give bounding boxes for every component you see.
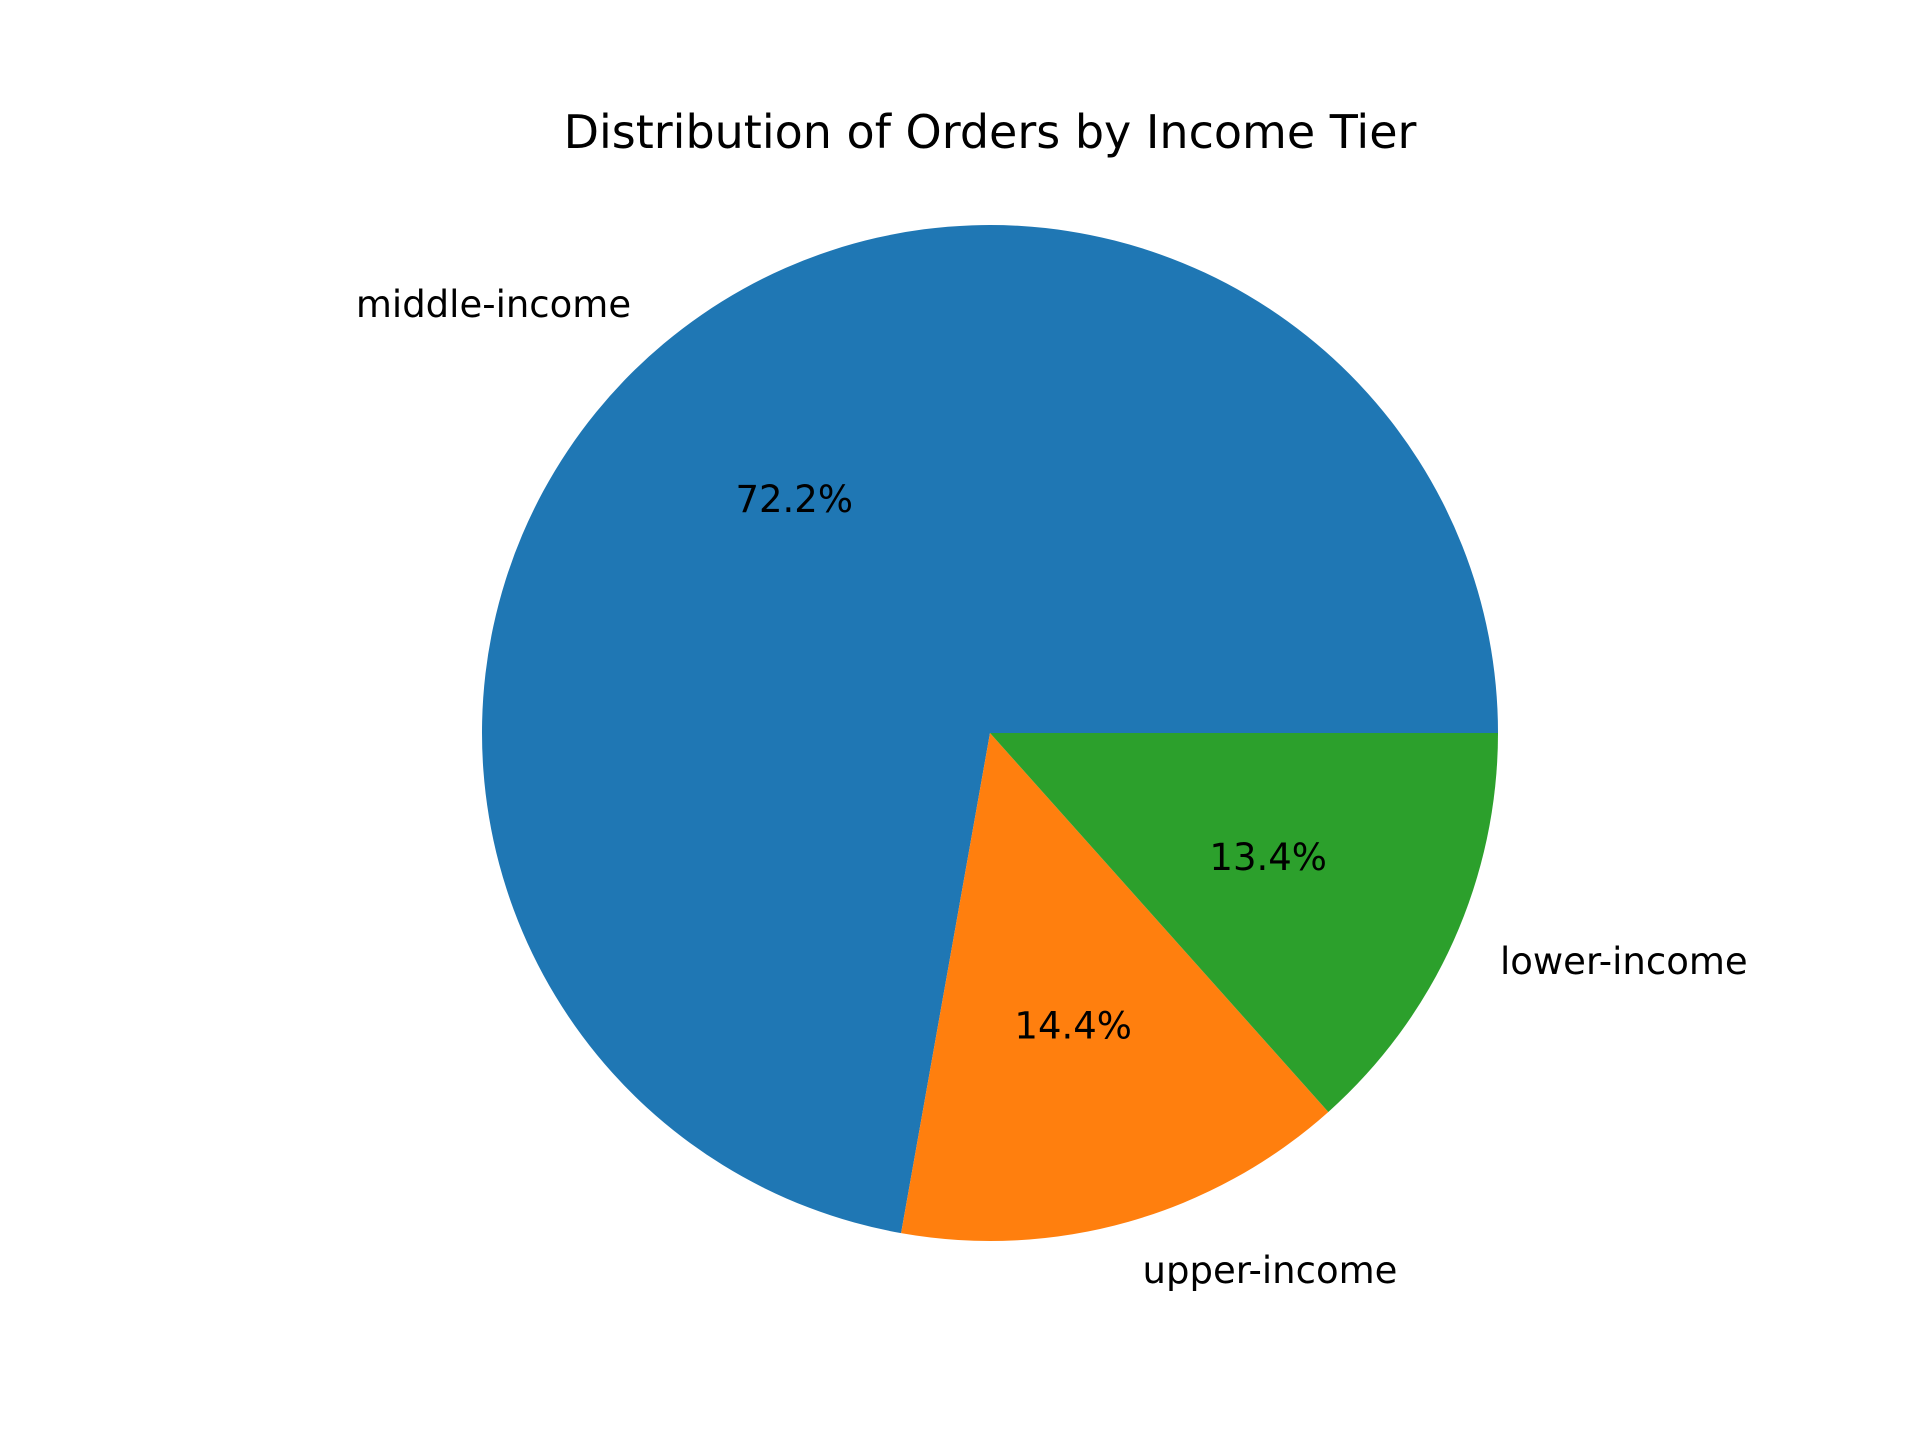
pie-slice-middle-income xyxy=(482,225,1498,1234)
pie-slice-upper-income xyxy=(901,733,1329,1241)
slice-label-upper-income: upper-income xyxy=(1143,1249,1398,1292)
pie-slices xyxy=(482,225,1498,1241)
slice-label-middle-income: middle-income xyxy=(356,283,631,326)
pie-labels: 72.2% middle-income 14.4% upper-income 13.4%… xyxy=(356,283,1748,1292)
pie-slice-lower-income xyxy=(990,733,1498,1112)
chart-title: Distribution of Orders by Income Tier xyxy=(564,105,1417,159)
pct-label-middle-income: 72.2% xyxy=(735,478,853,521)
pct-label-upper-income: 14.4% xyxy=(1014,1005,1132,1048)
slice-label-lower-income: lower-income xyxy=(1500,940,1748,983)
pct-label-lower-income: 13.4% xyxy=(1209,836,1327,879)
